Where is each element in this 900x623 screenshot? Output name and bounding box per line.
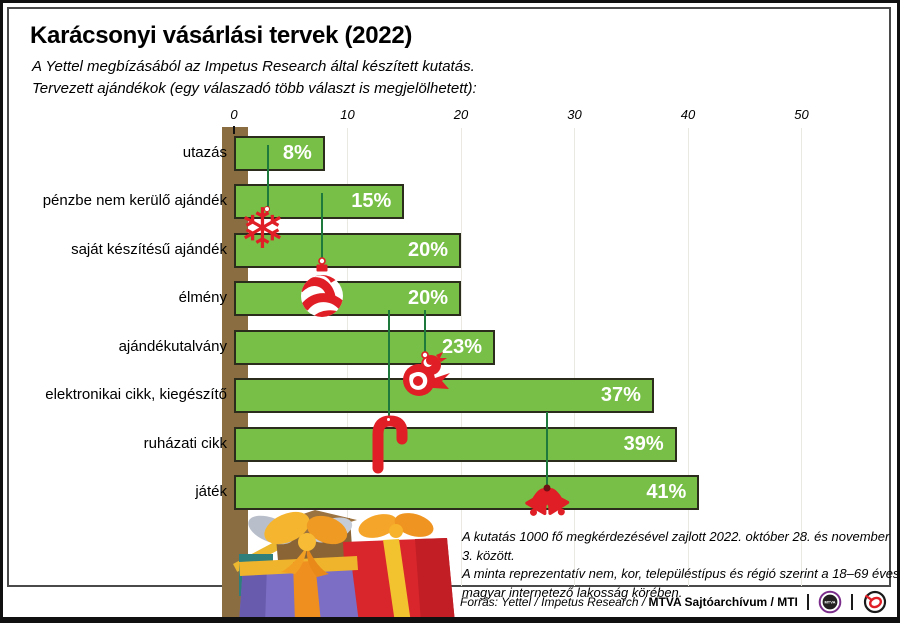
axis-tick-label: 10 [340, 107, 355, 122]
footnote: A kutatás 1000 fő megkérdezésével zajlot… [462, 528, 900, 602]
source-text: Forrás: Yettel / Impetus Research / MTVA… [460, 595, 798, 609]
bar: 41% [234, 475, 700, 511]
bar-value-label: 37% [600, 384, 641, 407]
footnote-line: A kutatás 1000 fő megkérdezésével zajlot… [462, 529, 890, 563]
category-label: ajándékutalvány [118, 337, 227, 355]
category-label: pénzbe nem kerülő ajándék [42, 192, 227, 210]
bird-ornament-icon [400, 351, 452, 404]
source-prefix: Forrás: Yettel / Impetus Research / [460, 595, 649, 609]
bar: 20% [234, 281, 461, 317]
bar: 23% [234, 329, 496, 365]
page-title: Karácsonyi vásárlási tervek (2022) [30, 22, 413, 49]
svg-text:MTVA: MTVA [824, 600, 835, 605]
axis-zero-tick [233, 126, 235, 134]
bar-value-label: 20% [407, 287, 448, 310]
category-label: elektronikai cikk, kiegészítő [45, 386, 227, 404]
category-label: élmény [178, 289, 227, 307]
bar-value-label: 41% [646, 481, 687, 504]
axis-tick-label: 30 [567, 107, 582, 122]
footnote-line: magyar internetező lakosság körében. [462, 584, 683, 600]
bar: 20% [234, 232, 461, 268]
axis-tick-label: 50 [794, 107, 809, 122]
candy-cane-icon [367, 412, 409, 481]
category-label: saját készítésű ajándék [71, 240, 227, 258]
ornament-string [388, 310, 390, 420]
axis-tick-label: 0 [230, 107, 238, 122]
bar: 37% [234, 378, 654, 414]
mti-logo-icon [862, 590, 888, 614]
bar-value-label: 15% [351, 190, 392, 213]
ornament-string [321, 193, 323, 263]
divider [806, 594, 809, 610]
ornament-string [424, 310, 426, 355]
axis-tick-label: 20 [453, 107, 469, 122]
ornament-string [267, 145, 269, 211]
ornament-string [546, 412, 548, 488]
axis-gridline [574, 128, 575, 586]
axis-gridline [801, 128, 802, 586]
footnote-line: A minta reprezentatív nem, kor, települé… [462, 566, 900, 581]
striped-bauble-icon [300, 256, 344, 325]
source-bold: MTVA Sajtóarchívum / MTI [648, 595, 798, 609]
bar-value-label: 20% [407, 238, 448, 261]
bar-value-label: 39% [623, 432, 664, 455]
bar-value-label: 8% [282, 142, 312, 164]
bells-icon [514, 482, 580, 541]
bar: 39% [234, 426, 677, 462]
bar: 8% [234, 136, 325, 171]
axis-tick-label: 40 [680, 107, 696, 122]
snowflake-icon: ❄ [239, 197, 286, 260]
source-bar: Forrás: Yettel / Impetus Research / MTVA… [460, 589, 899, 615]
string-knot [264, 206, 270, 212]
divider [850, 594, 853, 610]
mtva-logo-icon: MTVA [818, 590, 842, 614]
subtitle-line-2: Tervezett ajándékok (egy válaszadó több … [32, 80, 477, 97]
axis-gridline [687, 128, 689, 586]
bar: 15% [234, 184, 405, 220]
category-label: ruházati cikk [143, 434, 227, 452]
string-knot [386, 417, 391, 422]
bar-value-label: 23% [442, 335, 483, 358]
subtitle-line-1: A Yettel megbízásából az Impetus Researc… [32, 58, 475, 75]
category-label: játék [195, 483, 227, 501]
category-label: utazás [182, 144, 227, 161]
gift-boxes-illustration [215, 496, 465, 623]
divider [896, 594, 899, 610]
